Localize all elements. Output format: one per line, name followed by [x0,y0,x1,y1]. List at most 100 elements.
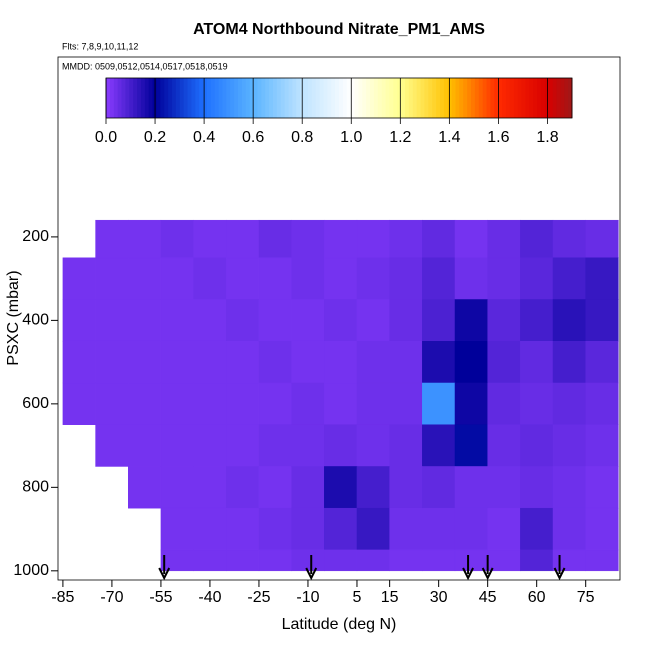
heat-cell [291,424,325,467]
colorbar-segment [366,78,371,118]
colorbar-segment [187,78,192,118]
colorbar-segment [168,78,173,118]
heat-cell [324,424,358,467]
colorbar-segment [459,78,464,118]
heat-cell [128,299,162,342]
colorbar-segment [245,78,251,118]
colorbar-segment [191,78,196,118]
heat-cell [324,466,358,509]
colorbar-tick-label: 0.4 [193,129,215,146]
heat-cell [62,340,96,384]
heat-cell [128,382,162,425]
y-tick-label: 600 [22,395,49,412]
colorbar-segment [568,78,573,118]
subtitle: Flts: 7,8,9,10,11,12 [62,41,138,51]
heat-cell [226,549,260,572]
colorbar-segment [288,78,293,118]
colorbar-segment [140,78,146,118]
heat-cell [389,507,423,551]
colorbar-segment [389,78,394,118]
heat-cell [324,257,358,300]
heat-cell [128,219,162,259]
heat-cell [585,549,619,572]
colorbar-segment [261,78,266,118]
colorbar-segment [311,78,317,118]
colorbar-tick-label: 1.8 [536,129,558,146]
colorbar-segment [307,78,313,118]
heat-cell [160,382,194,425]
heat-cell [226,219,260,259]
colorbar-segment [439,78,445,118]
heat-cell [160,257,194,300]
heat-cell [585,219,619,259]
colorbar-segment [350,78,356,118]
heat-cell [258,382,292,425]
heat-cell [226,507,260,551]
colorbar-segment [296,78,301,118]
heat-cell [128,424,162,467]
colorbar-segment [494,78,499,118]
heat-cell [193,549,227,572]
x-tick-label: 15 [381,589,399,606]
heat-cell [128,340,162,384]
heat-cell [62,299,96,342]
heat-cell [585,257,619,300]
colorbar-segment [339,78,344,118]
heat-cell [552,257,586,300]
heat-cell [291,299,325,342]
x-tick-label: -85 [51,589,74,606]
heat-cell [324,382,358,425]
heat-cell [552,340,586,384]
colorbar-tick-label: 0.0 [95,129,117,146]
colorbar-segment [498,78,503,118]
heat-cell [291,219,325,259]
colorbar-segment [323,78,328,118]
heat-cell [422,466,456,509]
colorbar-segment [502,78,507,118]
heat-cell [389,424,423,467]
heat-cell [487,507,521,551]
heat-cell [487,219,521,259]
colorbar-segment [172,78,177,118]
colorbar-segment [560,78,565,118]
colorbar-tick-label: 1.4 [438,129,460,146]
heat-cell [258,340,292,384]
colorbar-segment [521,78,526,118]
heat-cell [95,219,129,259]
colorbar-segment [373,78,379,118]
heat-cell [160,219,194,259]
chart-title: ATOM4 Northbound Nitrate_PM1_AMS [193,21,485,38]
colorbar-segment [548,78,554,118]
heat-cell [193,424,227,467]
heat-cell [356,257,390,300]
heat-cell [258,257,292,300]
heat-cell [193,507,227,551]
heat-cell [487,466,521,509]
colorbar-segment [214,78,220,118]
heat-cell [552,219,586,259]
heat-cell [585,424,619,467]
x-tick-label: -70 [100,589,123,606]
colorbar-segment [160,78,165,118]
colorbar-segment [276,78,282,118]
colorbar-segment [234,78,239,118]
colorbar-segment [292,78,297,118]
x-tick-label: -55 [149,589,172,606]
heat-cell [356,466,390,509]
colorbar-segment [443,78,449,118]
colorbar-segment [148,78,154,118]
heat-cell [487,299,521,342]
colorbar-segment [319,78,324,118]
heat-cell [160,466,194,509]
x-tick-label: 75 [577,589,595,606]
colorbar-segment [401,78,406,118]
colorbar-segment [447,78,453,118]
colorbar-segment [222,78,227,118]
colorbar-segment [137,78,142,118]
colorbar-segment [156,78,161,118]
colorbar-segment [354,78,359,118]
heat-cell [95,299,129,342]
colorbar-segment [540,78,546,118]
colorbar-segment [397,78,402,118]
colorbar-segment [424,78,429,118]
